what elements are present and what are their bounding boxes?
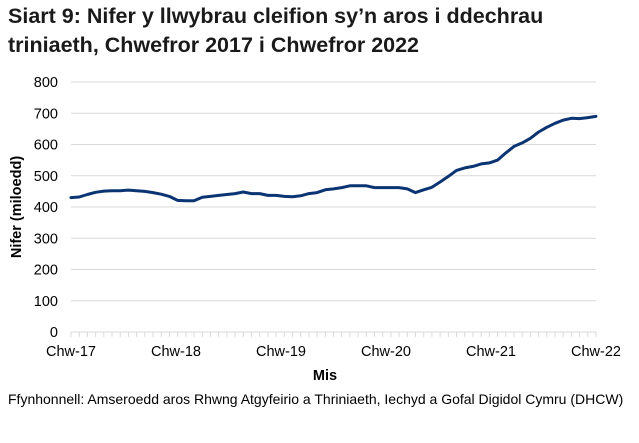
y-tick-label: 200 <box>34 263 58 279</box>
x-tick-label: Chw-18 <box>151 344 201 360</box>
source-note: Ffynhonnell: Amseroedd aros Rhwng Atgyfe… <box>8 391 624 407</box>
x-tick-label: Chw-17 <box>46 344 96 360</box>
gridlines <box>71 81 596 302</box>
y-axis-label: Nifer (miloedd) <box>9 156 25 258</box>
y-tick-label: 0 <box>50 325 58 341</box>
y-tick-label: 600 <box>34 138 58 154</box>
x-tick-label: Chw-20 <box>361 344 411 360</box>
x-tick-label: Chw-21 <box>466 344 516 360</box>
x-axis-label: Mis <box>313 368 337 384</box>
y-tick-label: 100 <box>34 294 58 310</box>
y-axis-ticks: 0 100 200 300 400 500 600 700 800 <box>34 75 58 341</box>
x-axis <box>70 331 597 337</box>
y-tick-label: 800 <box>34 75 58 91</box>
series-line <box>69 114 598 203</box>
x-tick-label: Chw-19 <box>256 344 306 360</box>
y-tick-label: 500 <box>34 169 58 185</box>
x-tick-label: Chw-22 <box>571 344 621 360</box>
x-axis-tick-labels: Chw-17 Chw-18 Chw-19 Chw-20 Chw-21 Chw-22 <box>46 344 621 360</box>
y-tick-label: 700 <box>34 106 58 122</box>
y-tick-label: 400 <box>34 200 58 216</box>
y-tick-label: 300 <box>34 231 58 247</box>
chart-title: Siart 9: Nifer y llwybrau cleifion sy’n … <box>8 4 544 57</box>
